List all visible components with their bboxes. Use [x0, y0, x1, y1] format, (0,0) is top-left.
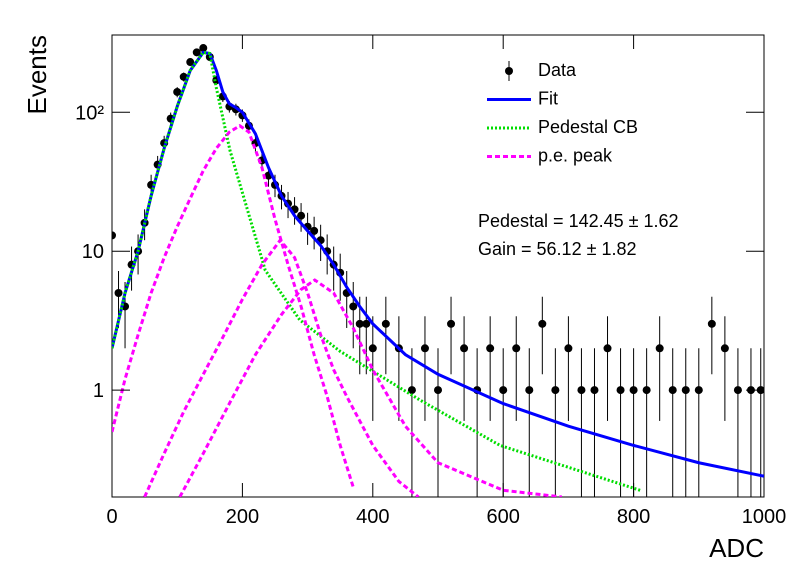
- y-tick-label: 1: [93, 380, 104, 402]
- data-point: [499, 386, 508, 395]
- y-axis-title: Events: [22, 35, 52, 115]
- data-point: [694, 386, 703, 395]
- x-tick-label: 1000: [742, 506, 787, 528]
- data-point: [720, 344, 729, 353]
- curve: [112, 50, 764, 478]
- data-point: [707, 319, 716, 328]
- annotation: Pedestal = 142.45 ± 1.62: [478, 211, 679, 231]
- data-point: [447, 319, 456, 328]
- x-tick-label: 200: [226, 506, 259, 528]
- legend-label: Data: [538, 60, 577, 80]
- data-point: [681, 386, 690, 395]
- data-point: [564, 344, 573, 353]
- curve: [143, 237, 420, 497]
- data-point: [112, 231, 116, 240]
- x-axis-title: ADC: [709, 533, 764, 563]
- legend-label: p.e. peak: [538, 145, 613, 165]
- curve: [112, 123, 355, 488]
- data-point: [192, 48, 201, 57]
- data-point: [733, 386, 742, 395]
- data-point: [420, 344, 429, 353]
- x-tick-label: 800: [617, 506, 650, 528]
- data-point: [642, 386, 651, 395]
- data-point: [114, 289, 123, 298]
- y-tick-label: 10: [82, 241, 104, 263]
- legend-label: Pedestal CB: [538, 117, 638, 137]
- data-point: [525, 386, 534, 395]
- data-point: [173, 87, 182, 96]
- plot-area: [112, 44, 764, 497]
- data-point: [381, 319, 390, 328]
- data-point: [603, 344, 612, 353]
- data-point: [577, 386, 586, 395]
- legend-label: Fit: [538, 88, 558, 108]
- y-tick-label: 10²: [75, 102, 104, 124]
- data-point: [616, 386, 625, 395]
- x-tick-label: 600: [487, 506, 520, 528]
- data-point: [590, 386, 599, 395]
- data-point: [551, 386, 560, 395]
- data-point: [355, 319, 364, 328]
- curve: [178, 278, 563, 497]
- data-point: [407, 386, 416, 395]
- data-point: [186, 58, 195, 67]
- data-point: [434, 386, 442, 395]
- data-point: [199, 44, 208, 53]
- data-point: [349, 302, 358, 311]
- data-point: [297, 211, 306, 220]
- data-point: [486, 344, 495, 353]
- curve: [112, 50, 641, 492]
- data-point: [310, 226, 319, 235]
- x-tick-label: 0: [106, 506, 117, 528]
- data-point: [512, 344, 521, 353]
- data-point: [668, 386, 677, 395]
- data-point: [368, 344, 377, 353]
- data-point: [362, 319, 371, 328]
- legend-marker: [505, 67, 513, 75]
- annotation: Gain = 56.12 ± 1.82: [478, 239, 637, 259]
- x-tick-label: 400: [356, 506, 389, 528]
- data-point: [460, 344, 469, 353]
- data-point: [538, 319, 547, 328]
- data-point: [629, 386, 638, 395]
- data-point: [655, 344, 664, 353]
